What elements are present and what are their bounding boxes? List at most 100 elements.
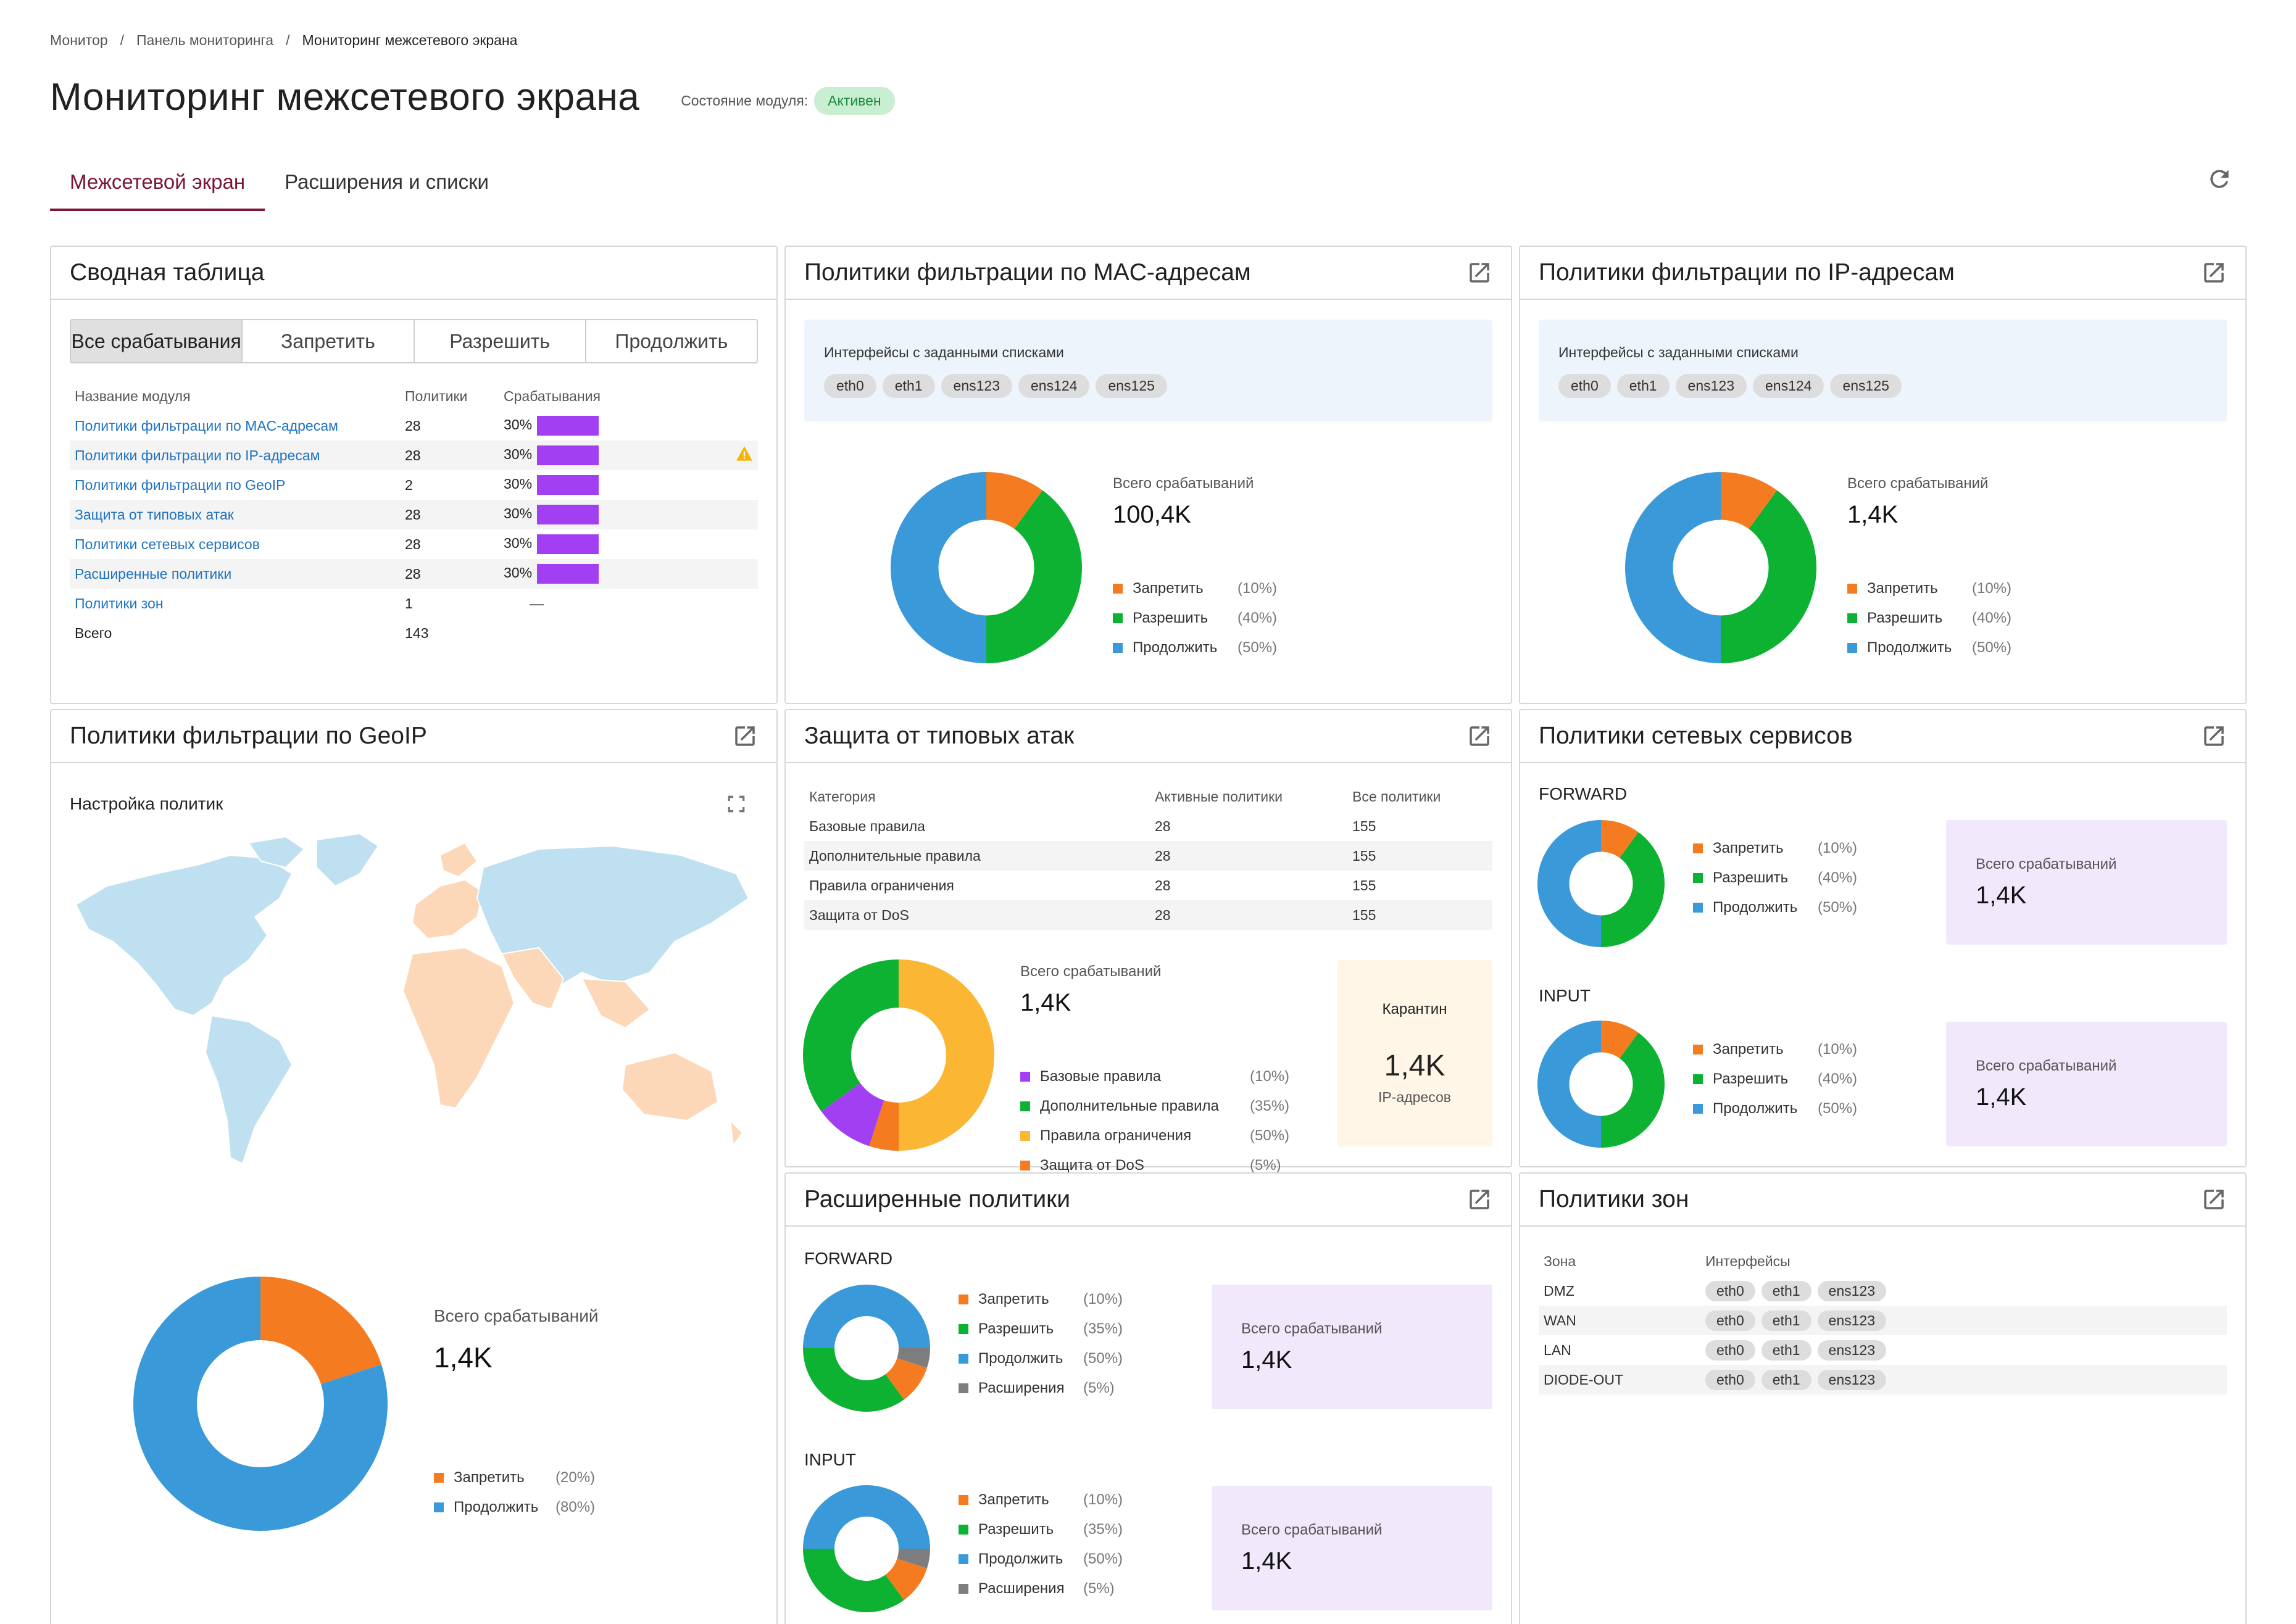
table-row[interactable]: DIODE-OUT eth0 eth1 ens123 (1539, 1365, 2227, 1394)
legend-item[interactable]: Продолжить (50%) (1693, 1094, 1857, 1124)
interface-chip[interactable]: eth0 (824, 374, 876, 398)
interface-chip[interactable]: ens123 (1817, 1369, 1886, 1390)
table-row[interactable]: Политики фильтрации по IP-адресам 28 30% (70, 441, 758, 470)
donut-slice-0[interactable] (1721, 472, 1778, 529)
table-row[interactable]: Защита от DoS 28 155 (804, 900, 1492, 930)
segment-deny[interactable]: Запретить (243, 320, 415, 362)
breadcrumb-item-dashboard[interactable]: Панель мониторинга (136, 32, 274, 48)
tab-extensions[interactable]: Расширения и списки (285, 170, 489, 193)
legend-item[interactable]: Продолжить (50%) (1847, 633, 2011, 663)
interface-chip[interactable]: eth0 (1705, 1369, 1755, 1390)
legend-item[interactable]: Дополнительные правила (35%) (1020, 1092, 1289, 1121)
module-name-link[interactable]: Политики сетевых сервисов (75, 536, 260, 552)
legend-item[interactable]: Запретить (10%) (1693, 1035, 1857, 1064)
interface-chip[interactable]: ens124 (1753, 374, 1824, 398)
map-north-america[interactable] (75, 835, 306, 1017)
legend-item[interactable]: Базовые правила (10%) (1020, 1062, 1289, 1092)
donut-slice-1[interactable] (1601, 1032, 1665, 1148)
open-external-icon[interactable] (2201, 260, 2227, 286)
interface-chip[interactable]: ens123 (1817, 1340, 1886, 1361)
donut-slice-2[interactable] (1537, 1021, 1601, 1148)
segment-allow[interactable]: Разрешить (415, 320, 586, 362)
legend-item[interactable]: Защита от DoS (5%) (1020, 1151, 1289, 1180)
donut-slice-0[interactable] (260, 1277, 381, 1385)
open-external-icon[interactable] (732, 723, 758, 749)
tab-firewall[interactable]: Межсетевой экран (50, 165, 265, 211)
open-external-icon[interactable] (2201, 1187, 2227, 1212)
interface-chip[interactable]: eth0 (1705, 1310, 1755, 1331)
table-row[interactable]: Правила ограничения 28 155 (804, 871, 1492, 900)
table-row[interactable]: LAN eth0 eth1 ens123 (1539, 1335, 2227, 1365)
legend-item[interactable]: Разрешить (40%) (1847, 603, 2011, 633)
legend-item[interactable]: Разрешить (35%) (959, 1314, 1123, 1344)
table-row[interactable]: WAN eth0 eth1 ens123 (1539, 1306, 2227, 1335)
map-europe[interactable] (411, 842, 485, 940)
interface-chip[interactable]: ens125 (1830, 374, 1902, 398)
legend-item[interactable]: Запретить (10%) (1113, 574, 1277, 603)
donut-slice-0[interactable] (986, 472, 1043, 529)
legend-item[interactable]: Продолжить (50%) (1113, 633, 1277, 663)
segment-continue[interactable]: Продолжить (615, 329, 728, 352)
interface-chip[interactable]: ens123 (1817, 1280, 1886, 1301)
donut-slice-1[interactable] (869, 1100, 899, 1151)
module-name-link[interactable]: Политики фильтрации по MAC-адресам (75, 417, 338, 434)
legend-item[interactable]: Расширения (5%) (959, 1574, 1123, 1604)
module-name-link[interactable]: Защита от типовых атак (70, 500, 400, 529)
map-greenland[interactable] (316, 832, 380, 887)
legend-item[interactable]: Продолжить (80%) (434, 1493, 595, 1522)
module-name-link[interactable]: Политики фильтрации по IP-адресам (70, 441, 400, 470)
donut-slice-2[interactable] (821, 1083, 884, 1146)
donut-slice-1[interactable] (803, 1348, 904, 1412)
map-south-america[interactable] (204, 1014, 293, 1165)
breadcrumb-item-monitor[interactable]: Монитор (50, 32, 108, 48)
interface-chip[interactable]: eth1 (1761, 1280, 1811, 1301)
donut-slice-2[interactable] (803, 1285, 930, 1348)
interface-chip[interactable]: ens123 (1675, 374, 1747, 398)
donut-slice-0[interactable] (1601, 820, 1639, 858)
interface-chip[interactable]: eth1 (1761, 1310, 1811, 1331)
interface-chip[interactable]: eth0 (1705, 1280, 1755, 1301)
segment-all[interactable]: Все срабатывания (71, 320, 243, 362)
module-name-link[interactable]: Расширенные политики (70, 559, 400, 589)
donut-slice-3[interactable] (897, 1348, 930, 1368)
interface-chip[interactable]: ens123 (941, 374, 1012, 398)
donut-slice-3[interactable] (803, 959, 899, 1112)
donut-slice-1[interactable] (133, 1277, 388, 1531)
table-row[interactable]: Защита от типовых атак 28 30% (70, 500, 758, 529)
open-external-icon[interactable] (2201, 723, 2227, 749)
module-name-link[interactable]: Политики зон (75, 595, 164, 611)
donut-slice-0[interactable] (885, 1358, 927, 1400)
legend-item[interactable]: Разрешить (35%) (959, 1515, 1123, 1544)
interface-chip[interactable]: ens125 (1096, 374, 1167, 398)
table-row[interactable]: Политики фильтрации по GeoIP 2 30% (70, 470, 758, 500)
donut-slice-3[interactable] (897, 1549, 930, 1568)
legend-item[interactable]: Продолжить (50%) (959, 1344, 1123, 1373)
fullscreen-icon[interactable] (724, 792, 749, 816)
table-row[interactable]: Политики сетевых сервисов 28 30% (70, 529, 758, 559)
legend-item[interactable]: Разрешить (40%) (1693, 1064, 1857, 1094)
legend-item[interactable]: Продолжить (50%) (1693, 893, 1857, 922)
donut-slice-2[interactable] (1537, 820, 1601, 947)
donut-slice-2[interactable] (891, 472, 986, 663)
donut-slice-1[interactable] (1721, 490, 1816, 663)
legend-item[interactable]: Расширения (5%) (959, 1373, 1123, 1403)
open-external-icon[interactable] (1466, 1187, 1492, 1212)
table-row[interactable]: DMZ eth0 eth1 ens123 (1539, 1276, 2227, 1306)
refresh-icon[interactable] (2206, 165, 2233, 193)
table-row[interactable]: Базовые правила 28 155 (804, 811, 1492, 841)
legend-item[interactable]: Продолжить (50%) (959, 1544, 1123, 1574)
donut-slice-0[interactable] (899, 959, 994, 1151)
legend-item[interactable]: Разрешить (40%) (1693, 863, 1857, 893)
donut-slice-2[interactable] (803, 1485, 930, 1549)
module-name-link[interactable]: Политики фильтрации по GeoIP (75, 476, 286, 493)
donut-slice-1[interactable] (986, 490, 1082, 663)
table-row[interactable]: Политики зон 1 — (70, 589, 758, 618)
legend-item[interactable]: Запретить (10%) (959, 1485, 1123, 1515)
interface-chip[interactable]: eth0 (1705, 1340, 1755, 1361)
donut-slice-2[interactable] (1625, 472, 1721, 663)
legend-item[interactable]: Запретить (10%) (959, 1285, 1123, 1314)
map-australia[interactable] (621, 1051, 744, 1147)
open-external-icon[interactable] (1466, 260, 1492, 286)
interface-chip[interactable]: eth1 (882, 374, 935, 398)
map-south-asia[interactable] (501, 947, 651, 1029)
